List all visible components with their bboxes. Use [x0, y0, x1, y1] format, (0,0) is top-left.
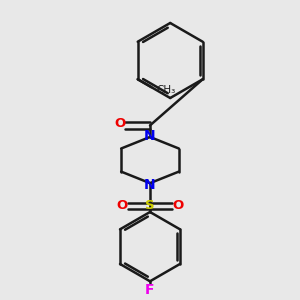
Text: CH₃: CH₃ [157, 85, 176, 94]
Text: F: F [145, 283, 155, 297]
Text: N: N [144, 178, 156, 192]
Text: N: N [144, 128, 156, 142]
Text: O: O [114, 118, 125, 130]
Text: O: O [172, 199, 184, 212]
Text: S: S [145, 199, 155, 212]
Text: O: O [116, 199, 128, 212]
